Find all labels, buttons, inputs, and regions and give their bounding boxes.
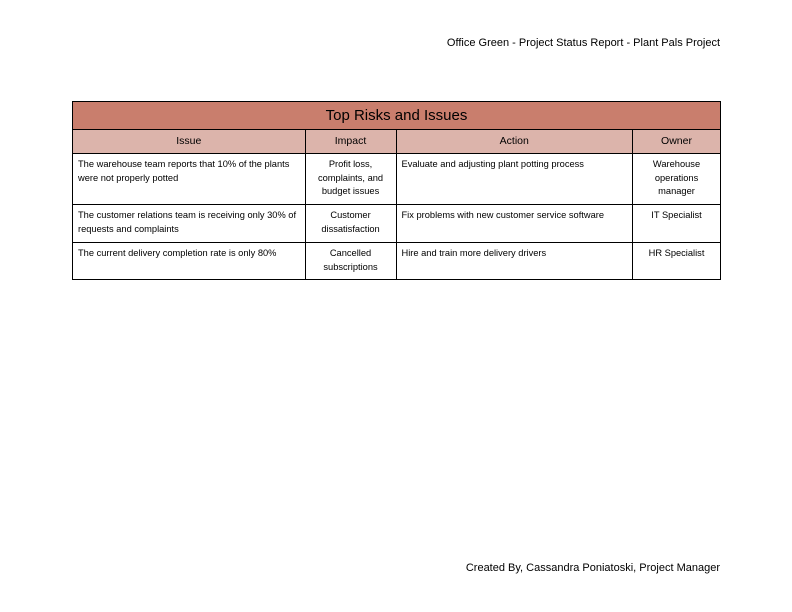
owner-cell: Warehouse operations manager: [632, 153, 721, 205]
column-header-issue: Issue: [72, 129, 306, 154]
page-header: Office Green - Project Status Report - P…: [446, 37, 720, 49]
issue-cell: The current delivery completion rate is …: [72, 242, 306, 280]
action-cell: Hire and train more delivery drivers: [395, 242, 634, 280]
column-header-action: Action: [395, 129, 634, 154]
impact-cell: Customer dissatisfaction: [304, 204, 397, 243]
column-header-impact: Impact: [304, 129, 397, 154]
column-header-owner: Owner: [632, 129, 721, 154]
impact-cell: Cancelled subscriptions: [304, 242, 397, 280]
table-row: The warehouse team reports that 10% of t…: [72, 153, 721, 205]
action-cell: Fix problems with new customer service s…: [395, 204, 634, 243]
page-footer: Created By, Cassandra Poniatoski, Projec…: [465, 562, 720, 574]
owner-cell: HR Specialist: [632, 242, 721, 280]
issue-cell: The customer relations team is receiving…: [72, 204, 306, 243]
table-title: Top Risks and Issues: [72, 101, 721, 130]
risks-table: Top Risks and Issues Issue Impact Action…: [72, 101, 721, 280]
owner-cell: IT Specialist: [632, 204, 721, 243]
issue-cell: The warehouse team reports that 10% of t…: [72, 153, 306, 205]
action-cell: Evaluate and adjusting plant potting pro…: [395, 153, 634, 205]
table-row: The customer relations team is receiving…: [72, 204, 721, 243]
impact-cell: Profit loss, complaints, and budget issu…: [304, 153, 397, 205]
table-row: The current delivery completion rate is …: [72, 242, 721, 280]
